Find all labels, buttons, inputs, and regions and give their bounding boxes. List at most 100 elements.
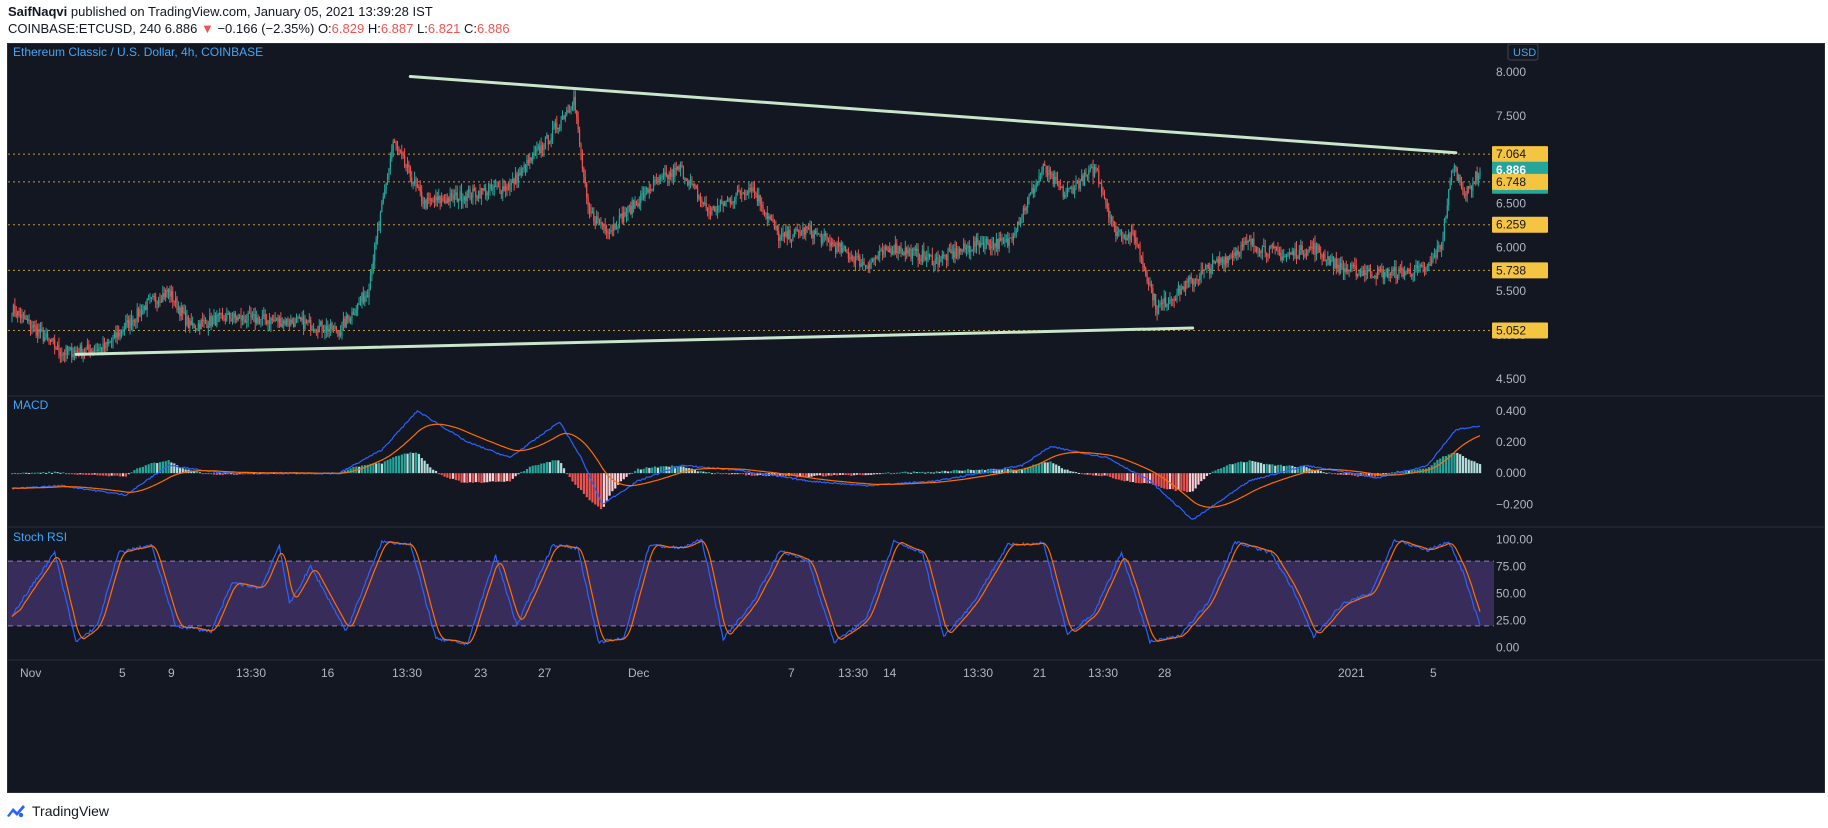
macd-hist-bar <box>1245 461 1248 474</box>
candle-body <box>1128 233 1130 238</box>
candle-body <box>803 228 805 236</box>
macd-hist-bar <box>247 473 250 475</box>
candle-body <box>184 311 187 326</box>
macd-hist-bar <box>1467 459 1470 474</box>
macd-hist-bar <box>406 453 409 474</box>
chart-frame[interactable]: Ethereum Classic / U.S. Dollar, 4h, COIN… <box>7 43 1825 793</box>
candle-body <box>539 146 541 154</box>
macd-hist-bar <box>730 473 733 475</box>
candle-body <box>844 246 847 252</box>
candle-body <box>628 205 630 207</box>
candle-body <box>1206 264 1208 267</box>
candle-body <box>1101 183 1103 193</box>
candle-body <box>453 195 455 200</box>
candle-body <box>348 318 350 322</box>
candle-body <box>482 188 484 191</box>
candle-body <box>398 148 400 151</box>
candle-body <box>921 250 923 262</box>
candle-body <box>671 169 673 177</box>
candle-body <box>1324 253 1326 262</box>
macd-hist-bar <box>1410 469 1413 474</box>
footer-brand[interactable]: TradingView <box>32 803 110 819</box>
macd-hist-bar <box>1003 468 1007 474</box>
candle-body <box>906 247 908 254</box>
candle-body <box>661 176 663 178</box>
candle-body <box>1165 297 1167 308</box>
macd-hist-bar <box>113 473 116 476</box>
macd-hist-bar <box>1271 464 1274 474</box>
candle-body <box>199 323 201 330</box>
candle-body <box>975 238 978 247</box>
macd-hist-bar <box>215 473 219 475</box>
candle-body <box>1093 166 1096 177</box>
macd-hist-bar <box>1117 473 1120 480</box>
currency-badge <box>1507 44 1539 61</box>
candle-body <box>1438 245 1440 247</box>
macd-hist-bar <box>193 471 196 474</box>
candle-body <box>1014 233 1016 236</box>
candle-body <box>620 213 622 216</box>
candle-body <box>978 243 980 248</box>
macd-hist-bar <box>116 473 119 476</box>
candle-body <box>1263 246 1265 248</box>
macd-hist-bar <box>400 454 403 474</box>
price-label: 6.259 <box>1496 218 1526 232</box>
macd-hist-bar <box>975 469 978 474</box>
candle-body <box>505 185 507 191</box>
candle-body <box>384 189 386 197</box>
candle-body <box>396 145 399 149</box>
candle-body <box>347 315 349 319</box>
macd-hist-bar <box>656 467 660 474</box>
candle-body <box>541 144 544 150</box>
candle-body <box>1458 174 1460 181</box>
candle-body <box>1256 246 1258 252</box>
macd-hist-bar <box>50 472 54 474</box>
macd-hist-bar <box>426 463 429 474</box>
macd-hist-bar <box>631 472 634 474</box>
candle-body <box>1167 303 1170 305</box>
candle-body <box>442 197 444 201</box>
macd-hist-bar <box>591 473 594 503</box>
candle-body <box>516 174 518 183</box>
macd-hist-bar <box>380 463 384 474</box>
macd-hist-bar <box>343 470 347 474</box>
macd-hist-bar <box>602 473 605 507</box>
candle-body <box>238 315 241 317</box>
candle-body <box>93 350 96 353</box>
candle-body <box>1468 186 1470 189</box>
macd-hist-bar <box>1075 472 1078 474</box>
macd-line <box>11 409 1481 520</box>
candle-body <box>1155 293 1157 310</box>
candle-body <box>809 225 811 229</box>
candle-body <box>372 261 374 272</box>
macd-hist-bar <box>636 468 640 474</box>
macd-hist-bar <box>844 473 847 476</box>
chart-canvas[interactable]: Ethereum Classic / U.S. Dollar, 4h, COIN… <box>8 44 1824 792</box>
candle-body <box>174 298 177 303</box>
macd-hist-bar <box>99 473 102 476</box>
candle-body <box>48 337 50 340</box>
candle-body <box>1207 264 1209 268</box>
candle-body <box>800 231 803 236</box>
candle-body <box>1322 253 1325 258</box>
candle-body <box>113 332 116 338</box>
candle-body <box>1431 259 1433 264</box>
candle-body <box>408 164 410 168</box>
candle-body <box>401 151 403 155</box>
candle-body <box>130 317 133 326</box>
candle-body <box>1089 168 1091 171</box>
candle-body <box>14 304 16 314</box>
candle-body <box>1103 194 1106 199</box>
candle-body <box>1304 253 1306 257</box>
candle-body <box>1257 251 1259 253</box>
candle-body <box>1368 267 1370 271</box>
candle-body <box>294 318 296 327</box>
candle-body <box>1199 275 1201 281</box>
macd-hist-bar <box>90 473 93 475</box>
author-name[interactable]: SaifNaqvi <box>8 4 68 19</box>
macd-hist-bar <box>176 465 179 474</box>
macd-hist-bar <box>451 473 455 479</box>
macd-hist-bar <box>1345 473 1348 475</box>
candle-body <box>214 315 217 326</box>
price-label-badge <box>1492 322 1548 339</box>
